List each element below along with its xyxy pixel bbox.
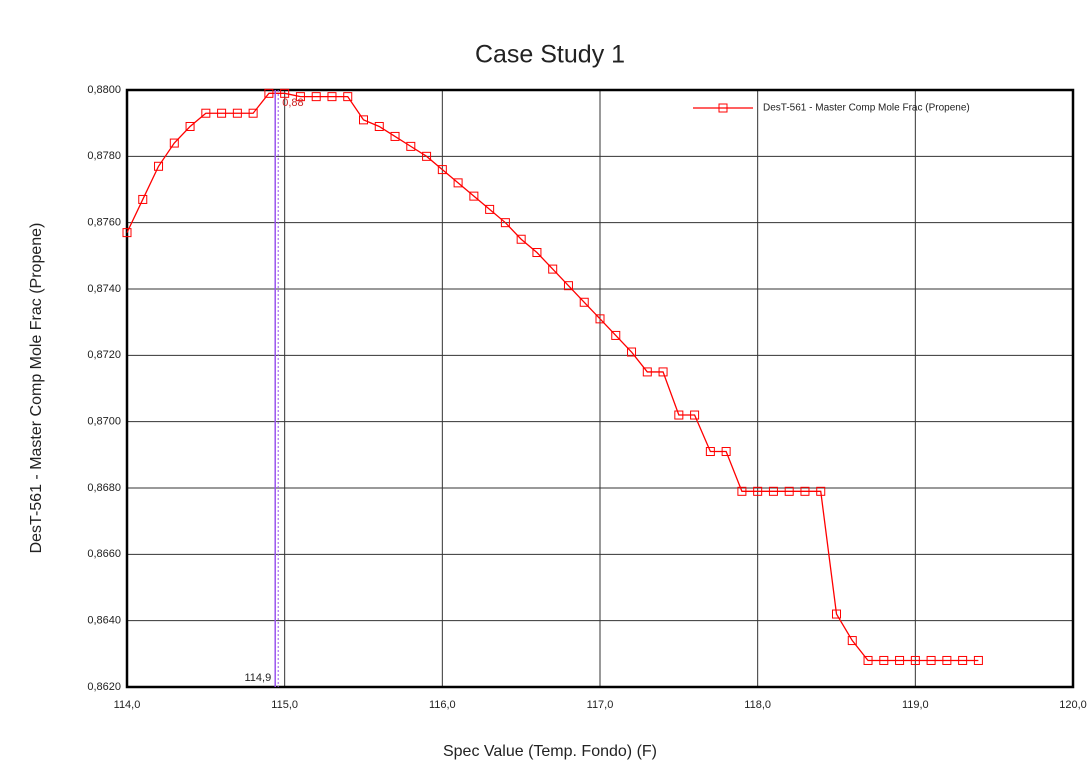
data-point: [122, 228, 132, 238]
y-tick-label: 0,8800: [87, 84, 121, 96]
data-point: [737, 486, 747, 496]
data-point: [753, 486, 763, 496]
y-tick-label: 0,8760: [87, 217, 121, 229]
cursor-y-label: 0,88: [282, 97, 303, 109]
data-point: [485, 204, 495, 214]
data-point: [327, 92, 337, 102]
data-point: [563, 281, 573, 291]
data-point: [768, 486, 778, 496]
data-point: [690, 410, 700, 420]
data-point: [784, 486, 794, 496]
data-point: [721, 447, 731, 457]
data-point: [800, 486, 810, 496]
x-tick-label: 114,0: [114, 699, 141, 711]
data-point: [264, 88, 274, 98]
data-point: [138, 194, 148, 204]
x-tick-label: 118,0: [744, 699, 771, 711]
data-point: [295, 92, 305, 102]
series-line: [126, 92, 979, 662]
plot-border: [125, 88, 1075, 689]
legend-marker: [718, 103, 728, 113]
x-tick-label: 120,0: [1059, 699, 1087, 711]
data-point: [217, 108, 227, 118]
data-point: [642, 367, 652, 377]
data-point: [437, 165, 447, 175]
data-point: [863, 655, 873, 665]
legend-label: DesT-561 - Master Comp Mole Frac (Propen…: [763, 103, 970, 114]
data-point: [374, 121, 384, 131]
data-point: [895, 655, 905, 665]
data-point: [674, 410, 684, 420]
y-tick-label: 0,8620: [87, 681, 121, 693]
data-point: [359, 115, 368, 125]
data-point: [879, 655, 889, 665]
data-point: [422, 151, 432, 161]
x-tick-label: 117,0: [587, 699, 614, 711]
y-axis-label: DesT-561 - Master Comp Mole Frac (Propen…: [28, 223, 45, 554]
x-axis-label: Spec Value (Temp. Fondo) (F): [443, 743, 657, 760]
data-point: [516, 234, 526, 244]
data-point: [832, 609, 841, 619]
chart-title: Case Study 1: [475, 41, 625, 69]
data-point: [816, 486, 826, 496]
data-point: [658, 367, 668, 377]
y-tick-label: 0,8740: [87, 283, 121, 295]
data-point: [611, 330, 621, 340]
y-tick-label: 0,8720: [87, 349, 121, 361]
data-point: [595, 314, 605, 324]
data-point: [500, 218, 510, 228]
data-point: [847, 636, 857, 646]
data-point: [910, 655, 920, 665]
data-point: [169, 138, 179, 148]
data-point: [942, 655, 952, 665]
data-point: [453, 178, 463, 188]
data-point: [705, 447, 715, 457]
y-tick-label: 0,8660: [87, 548, 121, 560]
x-tick-label: 119,0: [902, 699, 929, 711]
y-tick-label: 0,8680: [87, 482, 121, 494]
data-point: [926, 655, 936, 665]
data-point: [280, 88, 290, 98]
x-tick-label: 116,0: [429, 699, 456, 711]
x-tick-label: 115,0: [271, 699, 298, 711]
data-point: [579, 297, 589, 307]
data-point: [406, 141, 416, 151]
data-point: [973, 655, 983, 665]
data-point: [248, 108, 258, 118]
y-tick-label: 0,8640: [87, 615, 121, 627]
data-point: [469, 191, 479, 201]
data-point: [627, 347, 637, 357]
data-point: [532, 248, 542, 258]
y-tick-label: 0,8700: [87, 416, 121, 428]
cursor-x-label: 114,9: [244, 672, 271, 684]
y-tick-label: 0,8780: [87, 150, 121, 162]
data-point: [311, 92, 321, 102]
data-point: [201, 108, 211, 118]
data-point: [390, 131, 400, 141]
data-point: [548, 264, 558, 274]
data-point: [154, 161, 164, 171]
data-point: [232, 108, 242, 118]
data-point: [185, 121, 195, 131]
data-point: [343, 92, 353, 102]
data-point: [958, 655, 968, 665]
